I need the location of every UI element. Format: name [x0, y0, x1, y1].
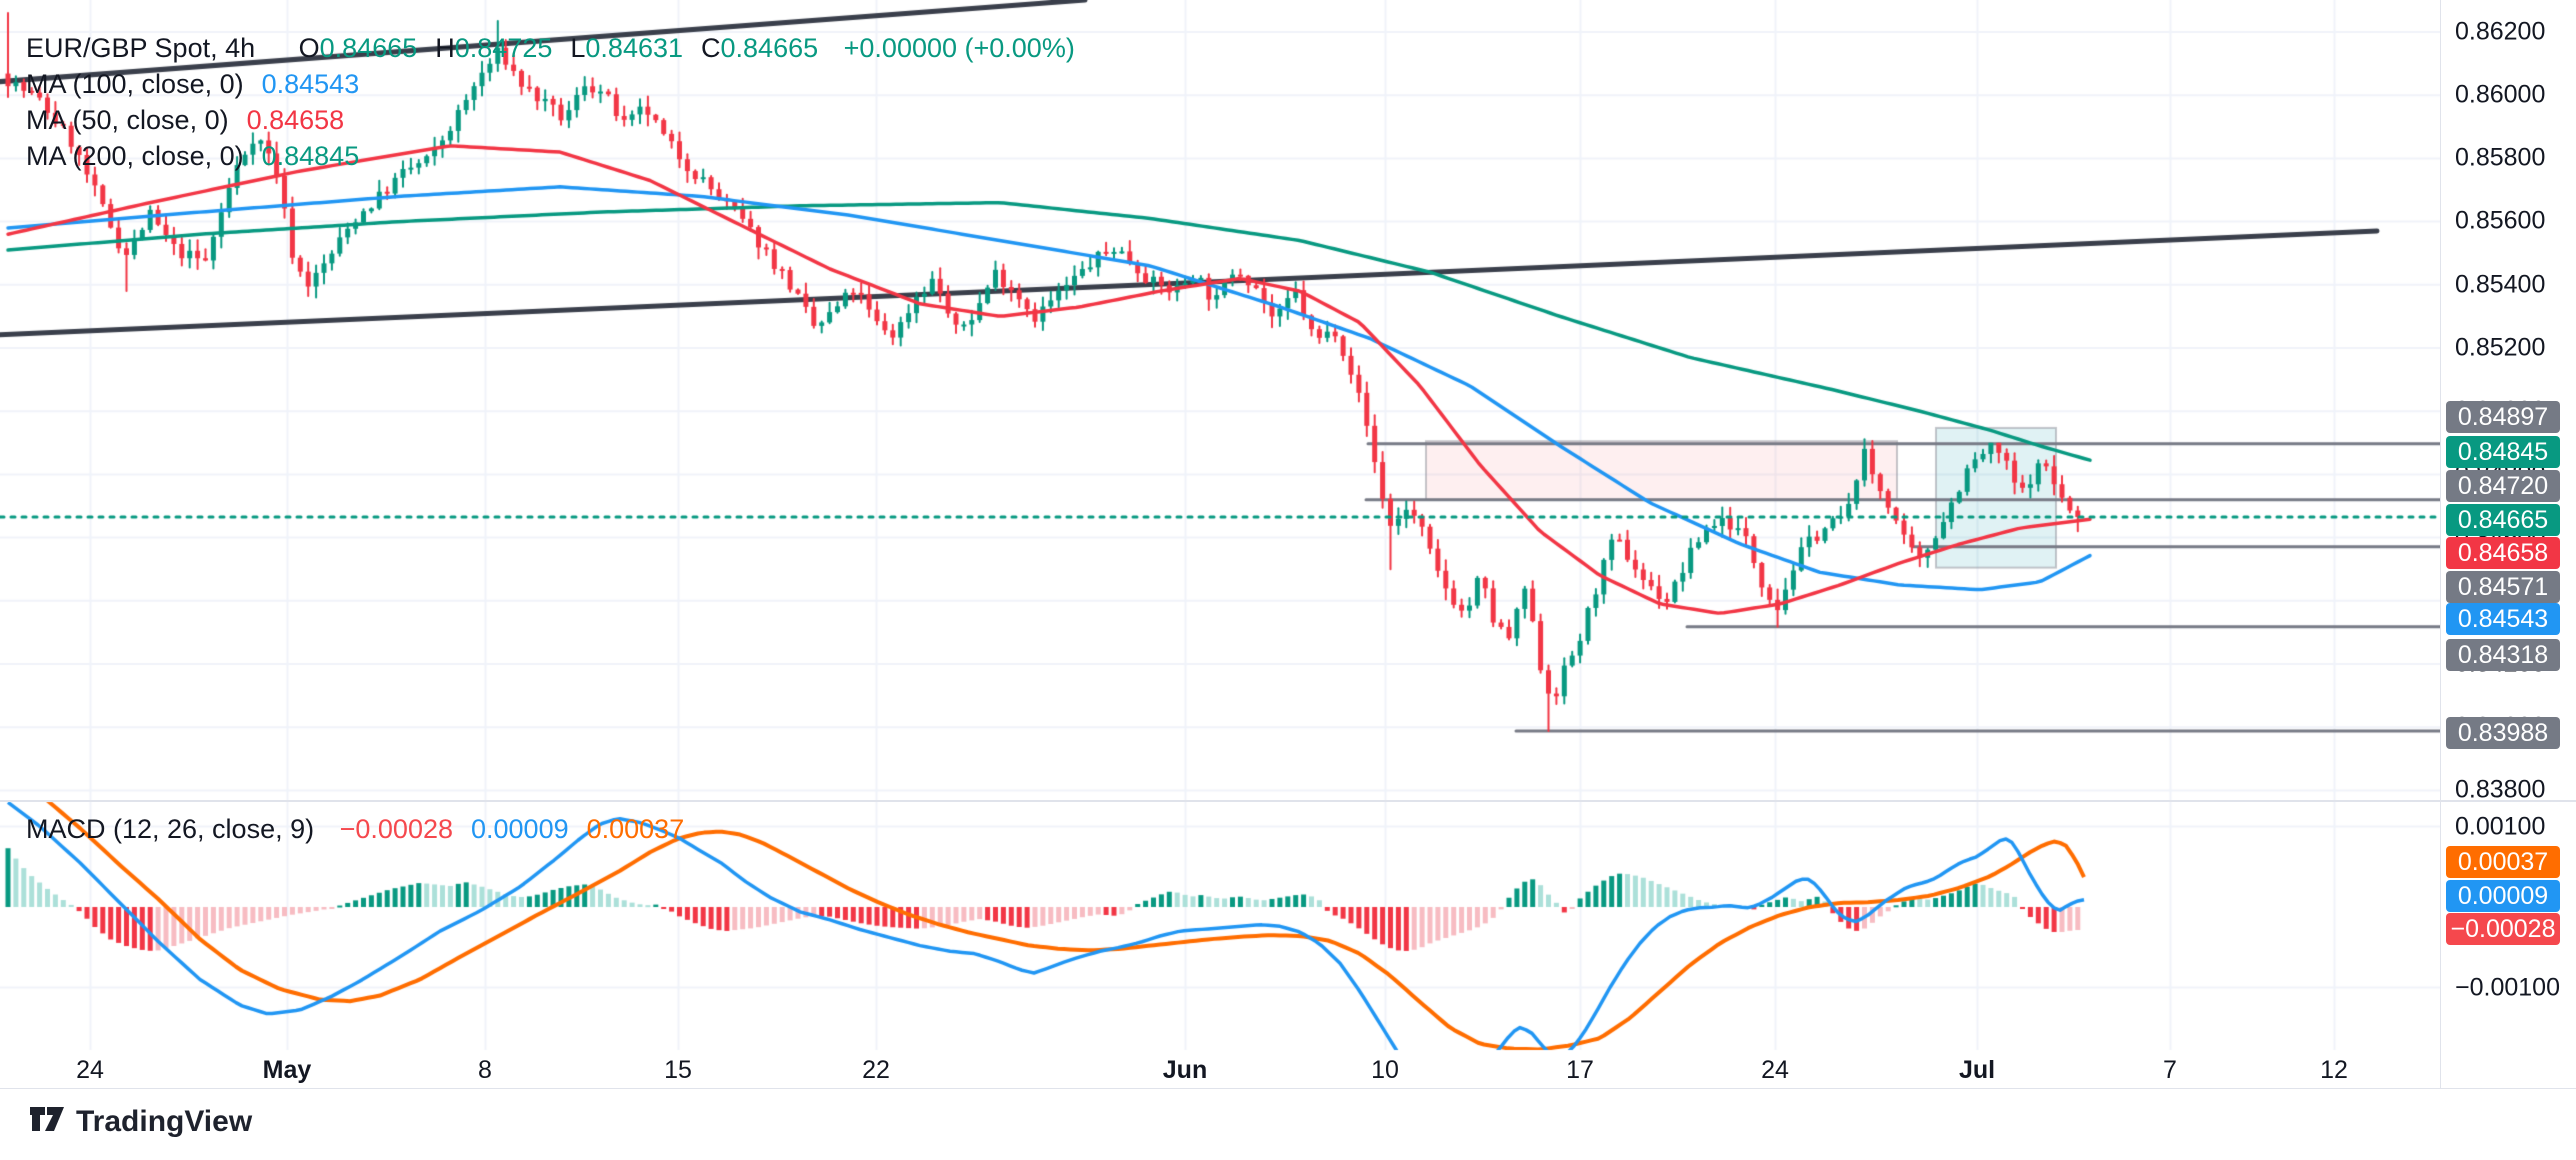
ma-legend-row-1[interactable]: MA (50, close, 0) 0.84658 — [26, 102, 1075, 138]
symbol-title: EUR/GBP Spot, 4h — [26, 33, 256, 63]
price-label-badge: 0.84845 — [2446, 436, 2560, 468]
tradingview-watermark[interactable]: TradingView — [30, 1104, 252, 1139]
ohlc-key: O — [298, 33, 320, 63]
ma-legend-row-2[interactable]: MA (200, close, 0) 0.84845 — [26, 138, 1075, 174]
price-axis[interactable]: 0.86200 0.86000 0.85800 0.85600 0.85400 0.852… — [2440, 0, 2576, 1088]
time-tick-15: 15 — [664, 1056, 692, 1084]
ma-value: 0.84845 — [261, 141, 360, 171]
time-tick-24: 24 — [76, 1056, 104, 1084]
price-label-badge: 0.84658 — [2446, 537, 2560, 569]
macd-label-badge: 0.00037 — [2446, 846, 2560, 878]
ohlc-values: O0.84665 H0.84725 L0.84631 C0.84665 — [281, 33, 818, 63]
macd-legend[interactable]: MACD (12, 26, close, 9) −0.00028 0.00009 0… — [26, 814, 684, 845]
price-label-badge: 0.84318 — [2446, 639, 2560, 671]
time-tick-24: 24 — [1761, 1056, 1789, 1084]
macd-title: MACD (12, 26, close, 9) — [26, 814, 315, 844]
price-label-badge: 0.84665 — [2446, 504, 2560, 536]
time-tick-12: 12 — [2320, 1056, 2348, 1084]
chart-bottom-border — [0, 1088, 2576, 1089]
time-tick-10: 10 — [1371, 1056, 1399, 1084]
axis-tick-label: 0.85200 — [2455, 333, 2546, 362]
time-tick-7: 7 — [2163, 1056, 2177, 1084]
time-tick-Jul: Jul — [1958, 1056, 1996, 1084]
pane-separator[interactable] — [0, 800, 2576, 802]
tradingview-logo-icon — [30, 1104, 64, 1139]
time-tick-22: 22 — [862, 1056, 890, 1084]
macd-value: 0.00009 — [471, 814, 569, 844]
axis-tick-label: 0.86200 — [2455, 17, 2546, 46]
axis-tick-label: 0.85400 — [2455, 270, 2546, 299]
time-tick-17: 17 — [1566, 1056, 1594, 1084]
ma-value: 0.84658 — [246, 105, 345, 135]
ma-legend-row-0[interactable]: MA (100, close, 0) 0.84543 — [26, 66, 1075, 102]
macd-values: −0.00028 0.00009 0.00037 — [322, 814, 685, 844]
tradingview-wordmark: TradingView — [76, 1104, 253, 1138]
time-tick-Jun: Jun — [1162, 1056, 1208, 1084]
ohlc-key: C — [701, 33, 721, 63]
time-axis[interactable]: 24 May 8 15 22 Jun 10 17 24 Jul 7 12 — [0, 1050, 2440, 1088]
ohlc-key: H — [435, 33, 455, 63]
macd-value: 0.00037 — [586, 814, 685, 844]
ohlc-key: L — [570, 33, 586, 63]
ma-value: 0.84543 — [261, 69, 360, 99]
axis-tick-label: 0.83800 — [2455, 775, 2546, 804]
price-label-badge: 0.84543 — [2446, 603, 2560, 635]
time-tick-May: May — [262, 1056, 312, 1084]
symbol-legend-row[interactable]: EUR/GBP Spot, 4h O0.84665 H0.84725 L0.8463… — [26, 30, 1075, 66]
ohlc-value: 0.84631 — [585, 33, 684, 63]
axis-tick-label: 0.85800 — [2455, 143, 2546, 172]
symbol-legend[interactable]: EUR/GBP Spot, 4h O0.84665 H0.84725 L0.8463… — [26, 30, 1075, 174]
price-label-badge: 0.84720 — [2446, 470, 2560, 502]
ohlc-value: 0.84725 — [454, 33, 553, 63]
axis-tick-label: 0.85600 — [2455, 206, 2546, 235]
time-tick-8: 8 — [478, 1056, 492, 1084]
price-label-badge: 0.84897 — [2446, 401, 2560, 433]
ma-label: MA (50, close, 0) — [26, 105, 229, 135]
ma-label: MA (200, close, 0) — [26, 141, 244, 171]
macd-value: −0.00028 — [339, 814, 453, 844]
axis-tick-label: −0.00100 — [2455, 973, 2560, 1002]
price-label-badge: 0.84571 — [2446, 571, 2560, 603]
macd-label-badge: 0.00009 — [2446, 880, 2560, 912]
change-value: +0.00000 (+0.00%) — [843, 33, 1075, 63]
chart-canvas[interactable] — [0, 0, 2440, 1160]
ma-label: MA (100, close, 0) — [26, 69, 244, 99]
price-label-badge: 0.83988 — [2446, 717, 2560, 749]
axis-tick-label: 0.86000 — [2455, 80, 2546, 109]
axis-tick-label: 0.00100 — [2455, 812, 2546, 841]
macd-label-badge: −0.00028 — [2446, 913, 2560, 945]
ohlc-value: 0.84665 — [720, 33, 819, 63]
ohlc-value: 0.84665 — [319, 33, 418, 63]
